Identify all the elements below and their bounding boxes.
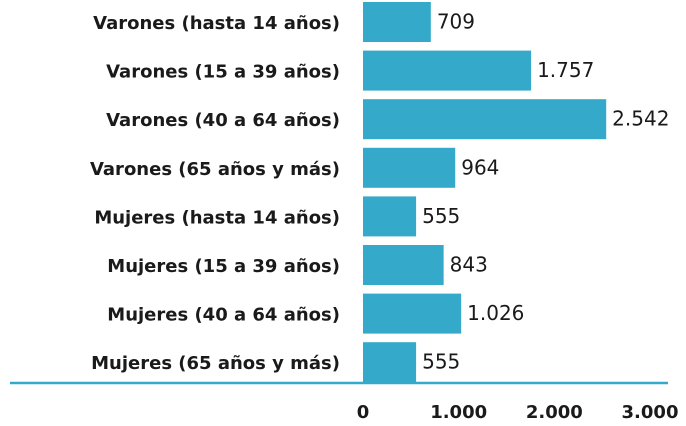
category-label: Mujeres (hasta 14 años) [94, 207, 340, 228]
bar [363, 196, 417, 237]
bar [363, 2, 431, 42]
bar [363, 147, 456, 188]
value-label: 843 [450, 253, 488, 277]
category-label: Varones (15 a 39 años) [106, 62, 340, 83]
x-tick-label: 0 [357, 402, 370, 423]
x-tick-label: 3.000 [622, 402, 679, 423]
category-label: Varones (40 a 64 años) [106, 110, 340, 131]
value-label: 709 [437, 10, 475, 34]
category-label: Mujeres (40 a 64 años) [107, 305, 340, 326]
value-label: 555 [422, 350, 460, 374]
value-label: 1.757 [537, 58, 594, 82]
category-label: Mujeres (15 a 39 años) [107, 256, 340, 277]
bar [363, 342, 417, 383]
value-label: 1.026 [467, 301, 524, 325]
value-label: 555 [422, 204, 460, 228]
x-tick-label: 2.000 [526, 402, 583, 423]
category-label: Varones (hasta 14 años) [93, 13, 340, 34]
value-label: 2.542 [612, 107, 669, 131]
bar [363, 293, 462, 334]
x-tick-label: 1.000 [430, 402, 487, 423]
bar [363, 245, 444, 285]
bar [363, 50, 532, 91]
bar [363, 99, 607, 140]
category-label: Varones (65 años y más) [90, 159, 340, 180]
value-label: 964 [461, 155, 499, 179]
category-label: Mujeres (65 años y más) [91, 353, 340, 374]
